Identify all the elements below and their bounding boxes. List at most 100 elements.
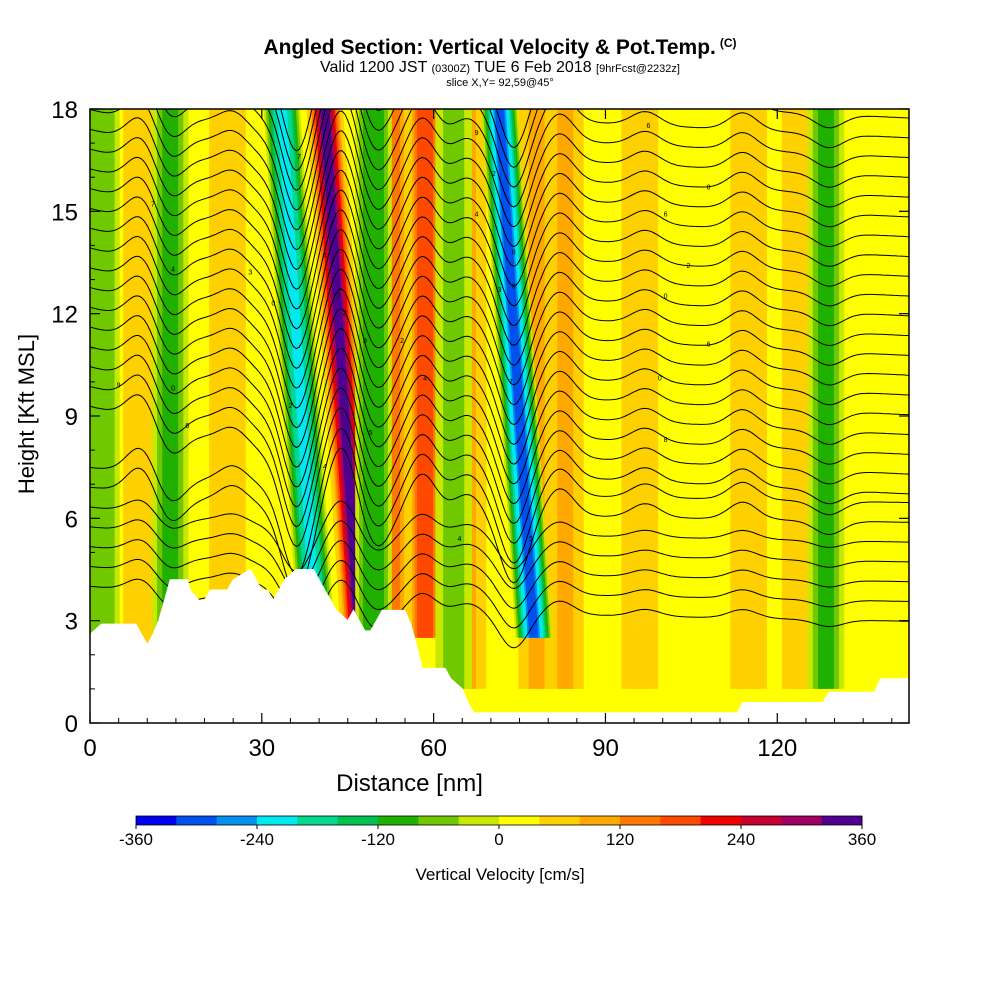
velocity-band bbox=[209, 109, 246, 689]
theta-contour-label: 5 bbox=[369, 430, 373, 437]
forecast-info: [9hrFcst@2232z] bbox=[596, 63, 680, 75]
theta-contour-line bbox=[90, 216, 909, 369]
y-tick-label: 12 bbox=[51, 302, 78, 329]
theta-contour-line bbox=[90, 109, 909, 251]
colorbar-swatch bbox=[579, 816, 621, 825]
y-tick-label: 0 bbox=[65, 711, 78, 738]
colorbar-tick-label: 240 bbox=[727, 830, 755, 849]
colorbar-tick-label: 0 bbox=[494, 830, 503, 849]
theta-contour-label: 8 bbox=[512, 283, 516, 290]
velocity-band bbox=[738, 109, 760, 689]
velocity-band bbox=[789, 109, 811, 689]
velocity-band bbox=[162, 109, 179, 689]
theta-contour-line bbox=[90, 295, 909, 449]
colorbar-swatch bbox=[741, 816, 782, 825]
theta-contour-label: 4 bbox=[171, 266, 175, 273]
theta-contour-line bbox=[164, 109, 909, 211]
velocity-band bbox=[419, 109, 431, 638]
theta-contour-label: 4 bbox=[457, 536, 461, 543]
colorbar-swatch bbox=[539, 816, 581, 825]
colorbar-swatch bbox=[620, 816, 661, 825]
colorbar-swatch bbox=[378, 816, 419, 825]
theta-contour-label: 8 bbox=[664, 437, 668, 444]
theta-contour-line bbox=[90, 335, 909, 488]
theta-contour-line bbox=[90, 275, 909, 429]
x-tick-label: 60 bbox=[420, 735, 447, 762]
theta-contour-label: 2 bbox=[400, 338, 404, 345]
y-tick-label: 9 bbox=[65, 404, 78, 431]
theta-contour-label: 2 bbox=[492, 171, 496, 178]
theta-contour-label: 5 bbox=[529, 536, 533, 543]
theta-contour-label: 0 bbox=[271, 300, 275, 307]
theta-contour-line bbox=[90, 558, 909, 632]
velocity-band bbox=[366, 109, 381, 689]
theta-contour-label: 0 bbox=[171, 386, 175, 393]
theta-contour-line bbox=[90, 236, 909, 389]
x-tick-label: 30 bbox=[248, 735, 275, 762]
chart-subtitle: Valid 1200 JST (0300Z) TUE 6 Feb 2018 [9… bbox=[0, 59, 1000, 77]
velocity-band bbox=[93, 109, 110, 689]
colorbar-label: Vertical Velocity [cm/s] bbox=[415, 865, 584, 884]
theta-contour-line bbox=[90, 196, 909, 350]
theta-contour-label: 2 bbox=[289, 403, 293, 410]
theta-contour-line bbox=[90, 394, 909, 547]
colorbar-tick-label: -240 bbox=[240, 830, 274, 849]
theta-contour-line bbox=[90, 176, 909, 330]
colorbar-swatch bbox=[176, 816, 218, 825]
colorbar-swatch bbox=[418, 816, 460, 825]
velocity-band bbox=[818, 109, 834, 689]
theta-contour-label: 3 bbox=[337, 294, 341, 301]
colorbar-tick-label: 120 bbox=[606, 830, 634, 849]
colorbar-swatch bbox=[660, 816, 702, 825]
theta-contour-label: 4 bbox=[423, 375, 427, 382]
theta-contour-label: 2 bbox=[687, 263, 691, 270]
colorbar-swatch bbox=[821, 816, 863, 825]
theta-contour-line bbox=[155, 109, 909, 231]
theta-contour-label: 9 bbox=[117, 382, 121, 389]
slice-info: slice X,Y= 92,59@45° bbox=[446, 77, 554, 89]
theta-contour-label: 0 bbox=[658, 375, 662, 382]
y-tick-label: 15 bbox=[51, 199, 78, 226]
theta-contour-label: 4 bbox=[323, 253, 327, 260]
theta-contour-label: 7 bbox=[509, 379, 513, 386]
colorbar: -360 -240 -120 0 120 240 360 Vertical Velocity … bbox=[119, 815, 876, 884]
theta-contour-line bbox=[90, 354, 909, 508]
theta-contour-label: 6 bbox=[664, 212, 668, 219]
colorbar-swatch bbox=[257, 816, 298, 825]
colorbar-tick-label: -120 bbox=[361, 830, 395, 849]
theta-contour-label: 9 bbox=[475, 130, 479, 137]
theta-contour-label: 3 bbox=[248, 270, 252, 277]
valid-date: TUE 6 Feb 2018 bbox=[474, 59, 592, 76]
velocity-band bbox=[131, 109, 153, 689]
theta-contour-line bbox=[90, 137, 909, 290]
theta-contour-line bbox=[90, 315, 909, 468]
utc-time: (0300Z) bbox=[431, 63, 471, 75]
colorbar-swatch bbox=[499, 816, 540, 825]
velocity-band bbox=[443, 109, 465, 689]
velocity-band bbox=[495, 109, 539, 638]
valid-time: Valid 1200 JST bbox=[320, 59, 428, 76]
theta-contour-label: 6 bbox=[646, 123, 650, 130]
theta-contour-label: 4 bbox=[323, 464, 327, 471]
theta-contour-label: 8 bbox=[512, 249, 516, 256]
y-tick-label: 3 bbox=[65, 609, 78, 636]
colorbar-swatch bbox=[216, 816, 258, 825]
theta-contour-line bbox=[280, 109, 532, 152]
theta-contour-line bbox=[90, 374, 909, 528]
colorbar-swatch bbox=[700, 816, 742, 825]
velocity-band bbox=[276, 109, 322, 638]
theta-contour-line bbox=[90, 428, 909, 576]
colorbar-swatch bbox=[458, 816, 500, 825]
theta-contour-line bbox=[267, 109, 909, 191]
theta-contour-line bbox=[90, 117, 909, 271]
velocity-band bbox=[629, 109, 651, 689]
theta-contour-label: 7 bbox=[297, 154, 301, 161]
colorbar-swatch bbox=[337, 816, 379, 825]
colorbar-swatch bbox=[136, 816, 177, 825]
y-axis-label: Height [Kft MSL] bbox=[14, 334, 39, 494]
terrain bbox=[90, 568, 909, 723]
velocity-band bbox=[320, 109, 364, 638]
x-tick-label: 120 bbox=[757, 735, 797, 762]
